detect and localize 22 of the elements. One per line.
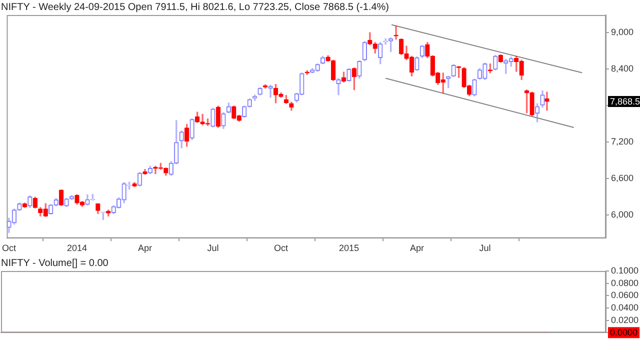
x-tick-label: Oct (2, 243, 16, 254)
annotation: 7,868.5 (610, 96, 640, 106)
x-tick-label: Oct (274, 243, 288, 254)
x-tick-label: Apr (410, 243, 424, 254)
x-tick-label: Jul (207, 243, 219, 254)
annotation: 0.0000 (610, 328, 638, 338)
x-tick-label: Apr (138, 243, 152, 254)
y-tick-label: 0.0200 (611, 314, 639, 325)
y-tick-label: 7,200 (611, 136, 634, 147)
x-tick-label: 2015 (338, 243, 359, 254)
y-tick-label: 6,600 (611, 173, 634, 184)
y-tick-label: 0.1000 (611, 265, 639, 276)
y-tick-label: 0.0400 (611, 302, 639, 312)
y-tick-label: 9,000 (611, 27, 634, 38)
y-tick-label: 8,400 (611, 64, 634, 74)
y-tick-label: 0.0600 (611, 290, 639, 300)
x-tick-label: Jul (479, 243, 491, 254)
x-tick-label: 2014 (66, 243, 88, 254)
chart-title: NIFTY - Volume[] = 0.00 (1, 258, 109, 269)
chart-title: NIFTY - Weekly 24-09-2015 Open 7911.5, Hi 8021.6, Lo 7723.25, Close 7868.5 (-1.4%) (1, 2, 390, 13)
y-tick-label: 0.0800 (611, 278, 639, 288)
y-tick-label: 6,000 (611, 210, 634, 220)
